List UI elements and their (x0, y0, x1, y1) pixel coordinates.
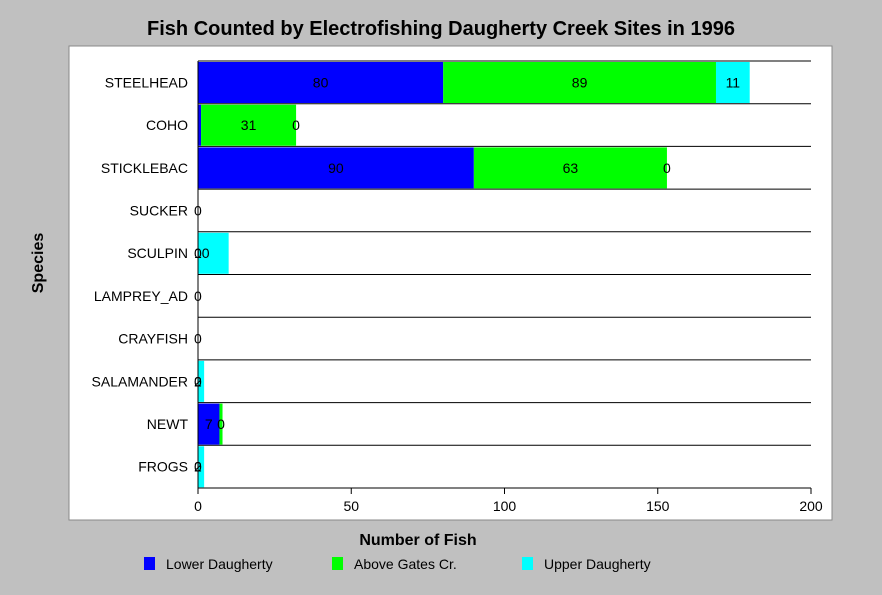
y-axis-label: Species (30, 232, 47, 294)
bar-frogs-upper-daugherty (198, 446, 205, 488)
bar-steelhead-lower-daugherty (198, 62, 444, 103)
bar-coho-above-gates-cr (201, 104, 297, 146)
legend-label-upper: Upper Daugherty (544, 556, 651, 572)
plot-background (68, 45, 833, 521)
x-tick-label-0: 0 (194, 498, 202, 514)
legend-swatch-lower (144, 557, 155, 570)
category-label-sticklebac: STICKLEBAC (101, 160, 188, 176)
bar-newt-lower-daugherty (198, 403, 220, 445)
legend-swatch-above-gates (332, 557, 343, 570)
category-label-steelhead: STEELHEAD (105, 74, 188, 90)
data-label-sculpin-above-gates-cr: 10 (194, 245, 210, 261)
legend-swatch-upper (522, 557, 533, 570)
chart-title: Fish Counted by Electrofishing Daugherty… (147, 18, 735, 40)
category-label-salamander: SALAMANDER (92, 373, 188, 389)
data-label-steelhead-above-gates-cr: 89 (572, 74, 588, 90)
category-label-lamprey-ad: LAMPREY_AD (94, 288, 188, 304)
bar-salamander-upper-daugherty (198, 360, 205, 402)
bar-coho-lower-daugherty (198, 104, 202, 146)
x-tick-label-100: 100 (493, 498, 517, 514)
category-label-sucker: SUCKER (130, 202, 188, 218)
category-label-coho: COHO (146, 117, 188, 133)
legend-label-lower: Lower Daugherty (166, 556, 273, 572)
x-tick-label-200: 200 (799, 498, 823, 514)
data-label-coho-upper-daugherty: 0 (292, 117, 300, 133)
x-tick-label-150: 150 (646, 498, 670, 514)
bar-steelhead-upper-daugherty (715, 62, 750, 103)
category-label-crayfish: CRAYFISH (118, 331, 188, 347)
x-tick-label-50: 50 (343, 498, 359, 514)
bar-newt-above-gates-cr (219, 403, 223, 445)
data-label-sticklebac-lower-daugherty: 90 (328, 160, 344, 176)
x-axis-label: Number of Fish (359, 532, 477, 549)
data-label-sticklebac-upper-daugherty: 0 (663, 160, 671, 176)
category-label-sculpin: SCULPIN (127, 245, 188, 261)
legend-label-above-gates: Above Gates Cr. (354, 556, 457, 572)
data-label-sticklebac-above-gates-cr: 63 (563, 160, 579, 176)
data-label-newt-above-gates-cr: 0 (217, 416, 225, 432)
data-label-steelhead-upper-daugherty: 11 (726, 74, 741, 90)
bar-steelhead-above-gates-cr (443, 62, 716, 103)
bar-sticklebac-above-gates-cr (473, 147, 667, 189)
category-label-newt: NEWT (147, 416, 189, 432)
data-label-coho-above-gates-cr: 31 (241, 117, 257, 133)
category-label-frogs: FROGS (138, 459, 188, 475)
data-label-steelhead-lower-daugherty: 80 (313, 74, 329, 90)
bar-sculpin-upper-daugherty (198, 232, 229, 274)
bar-sticklebac-lower-daugherty (198, 147, 474, 189)
data-label-newt-lower-daugherty: 7 (205, 416, 213, 432)
